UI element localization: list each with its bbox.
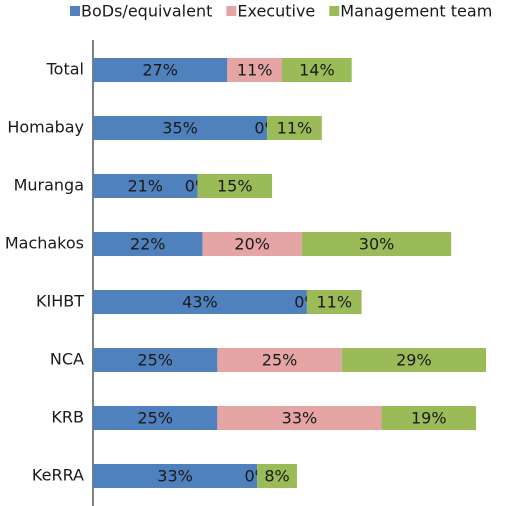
bar-segment [381,406,477,430]
bar-segment [217,348,342,372]
data-label: 20% [234,235,270,254]
y-tick-label: Homabay [7,118,84,137]
y-tick-label: KeRRA [32,466,84,485]
data-label: 25% [137,409,173,428]
legend-label: Management team [340,2,492,21]
data-label: 8% [264,467,289,486]
y-tick-label: Machakos [5,234,84,253]
bar-segment [93,406,218,430]
bar-segment [93,116,268,140]
bar-segment [227,58,283,82]
data-label: 22% [130,235,166,254]
bar-segment [93,232,203,256]
bar-segment [341,348,486,372]
legend-swatch [70,6,80,16]
data-label: 27% [142,61,178,80]
data-label: 33% [157,467,193,486]
y-tick-label: KIHBT [36,292,84,311]
bar-segment [93,348,218,372]
bar-segment [257,464,297,488]
data-label: 11% [316,293,352,312]
legend-label: Executive [237,2,315,21]
data-label: 15% [217,177,253,196]
data-label: 11% [277,119,313,138]
bar-segment [217,406,382,430]
legend-label: BoDs/equivalent [81,2,212,21]
bar-segment [93,58,228,82]
bar-segment [267,116,322,140]
data-label: 25% [137,351,173,370]
bar-segment [197,174,273,198]
legend-swatch [329,6,340,16]
data-label: 30% [359,235,395,254]
data-label: 25% [262,351,298,370]
bar-segment [301,232,452,256]
y-tick-label: KRB [51,408,84,427]
data-label: 14% [299,61,335,80]
data-label: 33% [282,409,318,428]
y-tick-label: NCA [50,350,84,369]
data-label: 35% [162,119,198,138]
bar-segment [93,290,307,314]
bar-segment [93,464,258,488]
data-label: 11% [237,61,273,80]
data-label: 29% [396,351,432,370]
bar-segment [306,290,362,314]
y-tick-label: Muranga [14,176,84,195]
data-label: 43% [182,293,218,312]
y-tick-label: Total [46,60,84,79]
bar-segment [93,174,198,198]
data-label: 19% [411,409,447,428]
bar-segment [282,58,352,82]
data-label: 21% [127,177,163,196]
legend-swatch [226,6,237,16]
bar-segment [202,232,302,256]
